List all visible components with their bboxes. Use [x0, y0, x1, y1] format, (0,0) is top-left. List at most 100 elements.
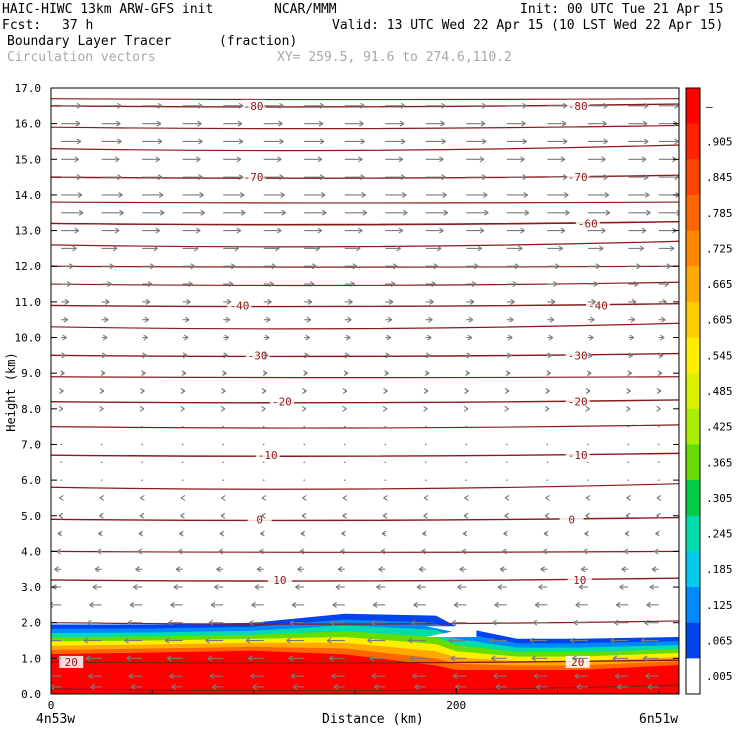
tracer-layer: [51, 613, 679, 694]
wind-vector: [262, 443, 265, 446]
wind-vector: [61, 156, 80, 163]
wind-vector: [506, 120, 526, 127]
wind-vector: [657, 461, 660, 464]
wind-vector: [425, 245, 442, 252]
wind-vector: [628, 209, 651, 216]
wind-vector: [263, 191, 285, 198]
wind-vector: [344, 174, 365, 181]
wind-vector: [506, 227, 525, 234]
contour-label: -30: [568, 349, 588, 362]
contour-label-bg: [269, 395, 294, 408]
wind-vector: [627, 461, 630, 464]
wind-vector: [101, 102, 122, 109]
wind-vector: [384, 479, 387, 481]
wind-vector: [61, 120, 81, 127]
wind-vector: [422, 530, 427, 537]
wind-vector: [344, 138, 365, 145]
contour-label-bg: [575, 217, 600, 230]
wind-vector: [587, 425, 589, 428]
wind-vector: [218, 548, 224, 555]
wind-vector: [465, 425, 468, 428]
wind-vector: [223, 120, 243, 127]
wind-vector: [587, 298, 596, 305]
wind-vector: [465, 479, 468, 481]
wind-vector: [613, 619, 629, 626]
wind-vector: [494, 601, 507, 608]
wind-vector: [263, 209, 287, 216]
wind-vector: [656, 388, 662, 394]
wind-vector: [615, 601, 629, 608]
wind-vector: [466, 352, 471, 359]
contour-line: [51, 684, 679, 692]
wind-vector: [423, 388, 429, 394]
wind-vector: [211, 683, 224, 690]
wind-vector: [384, 443, 387, 446]
wind-vector: [208, 619, 224, 626]
wind-vector: [628, 263, 641, 270]
wind-vector: [262, 425, 265, 428]
colorbar-swatch: [686, 123, 700, 160]
x-axis-title: Distance (km): [322, 712, 424, 727]
wind-vector: [60, 370, 65, 377]
wind-vector: [248, 655, 264, 662]
wind-vector: [383, 388, 388, 394]
wind-vector: [424, 479, 427, 481]
wind-vector: [141, 425, 143, 428]
wind-vector: [101, 334, 108, 341]
wind-vector: [142, 316, 150, 323]
wind-vector: [343, 443, 346, 446]
wind-vector: [344, 191, 366, 198]
wind-vector: [587, 156, 606, 163]
colorbar-label: –: [706, 100, 713, 113]
colorbar-swatch: [686, 230, 700, 267]
wind-vector: [304, 120, 324, 127]
wind-vector: [655, 530, 660, 537]
contour-label: 0: [568, 513, 575, 526]
wind-vector: [142, 281, 153, 288]
wind-vector: [545, 388, 550, 394]
wind-vector: [101, 156, 120, 163]
wind-vector: [614, 673, 629, 680]
wind-vector: [88, 673, 102, 680]
wind-vector: [658, 334, 665, 341]
colorbar-label: .905: [706, 135, 733, 148]
wind-vector: [466, 227, 485, 234]
wind-vector: [261, 512, 266, 519]
wind-vector: [130, 683, 143, 690]
wind-vector: [99, 512, 104, 519]
wind-vector: [504, 512, 509, 519]
wind-vector: [223, 281, 234, 288]
wind-vector: [621, 566, 629, 573]
wind-vector: [223, 209, 246, 216]
contour-line: [51, 483, 679, 490]
wind-vector: [290, 673, 305, 680]
y-tick-label: 10.0: [15, 332, 42, 345]
x-tick-label: 200: [446, 699, 466, 712]
wind-vector: [488, 637, 507, 644]
wind-vector: [627, 443, 630, 446]
wind-vector: [407, 637, 426, 644]
wind-vector: [506, 334, 513, 341]
wind-vector: [169, 673, 183, 680]
wind-vector: [656, 494, 662, 501]
wind-vector: [574, 673, 588, 680]
wind-vector: [385, 245, 401, 252]
wind-vector: [301, 405, 307, 412]
wind-vector: [263, 281, 274, 288]
wind-vector: [578, 584, 588, 591]
contour-label: -10: [568, 449, 588, 462]
wind-vector: [170, 601, 183, 608]
wind-vector: [344, 227, 363, 234]
wind-vector: [371, 673, 386, 680]
contour-line: [51, 376, 679, 379]
wind-vector: [343, 479, 346, 481]
wind-vector: [214, 584, 224, 591]
wind-vector: [466, 174, 487, 181]
contour-label-bg: [565, 99, 590, 112]
colorbar-swatch: [686, 88, 700, 125]
wind-vector: [385, 174, 406, 181]
xy-range-label: XY= 259.5, 91.6 to 274.6,110.2: [277, 50, 512, 65]
wind-vector: [385, 334, 392, 341]
wind-vector: [61, 138, 82, 145]
wind-vector: [61, 316, 69, 323]
